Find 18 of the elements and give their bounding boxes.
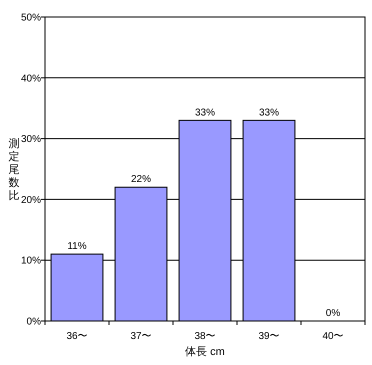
y-tick-label: 10% <box>20 256 42 267</box>
x-tick-label: 38〜 <box>194 331 216 342</box>
x-tick-label: 36〜 <box>66 331 88 342</box>
y-tick-label: 20% <box>20 194 42 206</box>
x-tick-label: 37〜 <box>130 331 152 342</box>
y-tick-label: 0% <box>26 316 42 328</box>
data-label: 22% <box>130 174 152 186</box>
x-tick-label: 39〜 <box>258 331 280 342</box>
y-tick-label: 30% <box>20 134 42 146</box>
y-tick-label: 40% <box>20 73 42 84</box>
data-label: 33% <box>258 107 280 118</box>
x-tick-label: 40〜 <box>322 331 344 342</box>
y-axis-title: 測定尾数比 <box>8 138 20 202</box>
data-label: 0% <box>326 308 340 319</box>
data-label: 33% <box>194 107 216 118</box>
x-axis-title: 体長 cm <box>185 346 225 358</box>
data-label: 11% <box>67 241 87 252</box>
y-tick-label: 50% <box>20 12 42 24</box>
